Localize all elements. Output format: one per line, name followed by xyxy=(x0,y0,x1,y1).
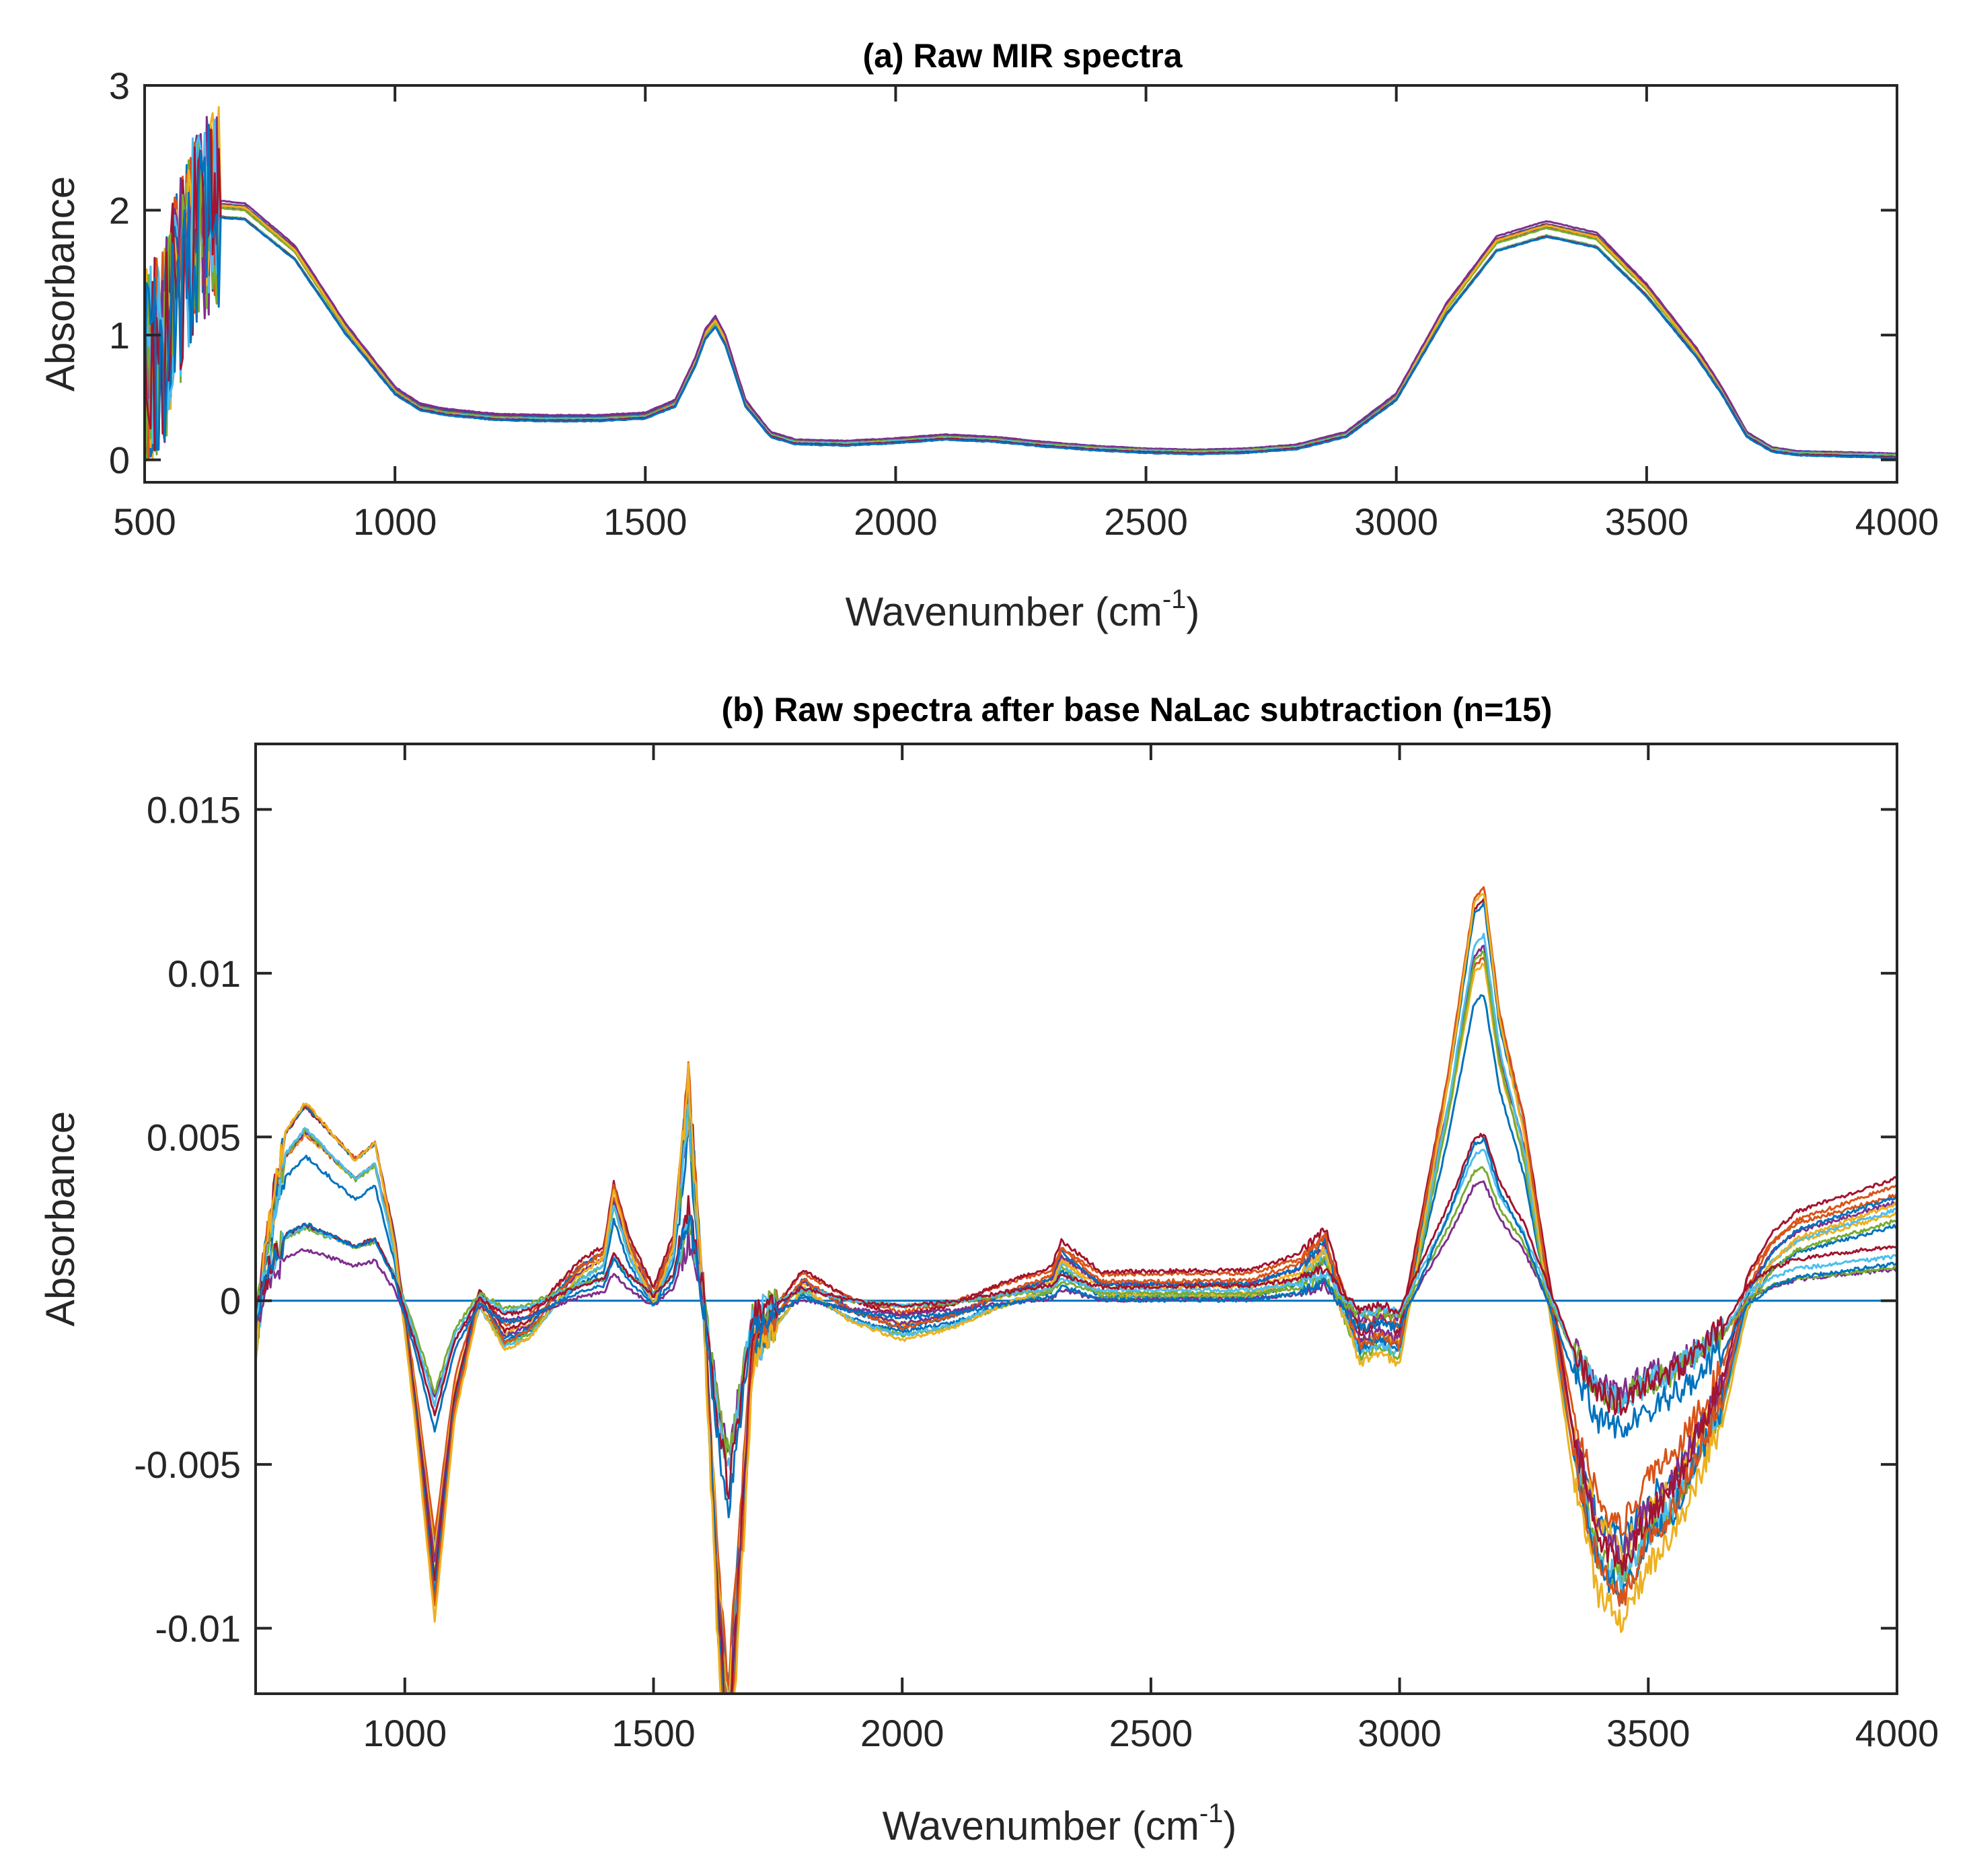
panel-b-y-ticks: -0.01 -0.005 0 0.005 0.01 0.015 xyxy=(134,788,1897,1650)
panel-a-series-2 xyxy=(145,124,1897,456)
panel-a-ytick-label: 0 xyxy=(109,439,130,482)
panel-b-series-14 xyxy=(256,1133,1897,1499)
panel-b-y-axis-label: Absorbance xyxy=(38,1111,83,1326)
panel-a-raw-mir-spectra: (a) Raw MIR spectra 500 1000 1500 2000 2500 3… xyxy=(38,37,1939,634)
panel-b-series-5 xyxy=(256,950,1897,1694)
panel-b-ytick-label: 0.01 xyxy=(167,952,241,995)
panel-a-series-4 xyxy=(145,132,1897,458)
panel-a-series-1 xyxy=(145,133,1897,455)
panel-a-ytick-label: 3 xyxy=(109,65,130,107)
panel-b-xtick-label: 3500 xyxy=(1606,1712,1690,1754)
panel-b-series-15 xyxy=(256,1137,1897,1519)
panel-a-title: (a) Raw MIR spectra xyxy=(862,37,1183,75)
panel-b-ytick-label: 0.015 xyxy=(147,788,241,831)
panel-a-xlabel-sup: -1 xyxy=(1162,585,1187,614)
panel-b-xlabel-main: Wavenumber (cm xyxy=(883,1803,1199,1848)
panel-b-ytick-label: -0.005 xyxy=(134,1443,241,1486)
panel-b-subtracted-spectra: (b) Raw spectra after base NaLac subtrac… xyxy=(38,691,1939,1848)
panel-a-series-5 xyxy=(145,120,1897,462)
panel-b-series-10 xyxy=(256,893,1897,1694)
panel-b-series-11 xyxy=(256,1180,1897,1453)
panel-b-series-7 xyxy=(256,898,1897,1694)
panel-b-x-ticks: 1000 1500 2000 2500 3000 3500 4000 xyxy=(363,744,1939,1754)
panel-a-xtick-label: 2000 xyxy=(854,500,938,543)
panel-a-xlabel-main: Wavenumber (cm xyxy=(846,589,1162,634)
panel-b-ytick-label: 0 xyxy=(220,1280,241,1322)
panel-b-xtick-label: 1000 xyxy=(363,1712,447,1754)
panel-b-axes-box xyxy=(254,743,1898,1695)
panel-a-ytick-label: 2 xyxy=(109,190,130,232)
panel-a-series-15 xyxy=(145,124,1897,459)
panel-a-series-group xyxy=(145,106,1897,464)
panel-b-xtick-label: 2500 xyxy=(1109,1712,1193,1754)
panel-a-ytick-label: 1 xyxy=(109,314,130,357)
panel-a-series-12 xyxy=(145,130,1897,456)
panel-b-series-4 xyxy=(256,944,1897,1694)
panel-b-xtick-label: 4000 xyxy=(1855,1712,1939,1754)
panel-a-xtick-label: 1500 xyxy=(603,500,687,543)
panel-a-axes-box xyxy=(143,84,1898,484)
panel-a-x-axis-label: Wavenumber (cm-1) xyxy=(846,585,1200,634)
panel-a-y-axis-label: Absorbance xyxy=(38,176,83,391)
panel-b-ytick-label: -0.01 xyxy=(155,1608,241,1650)
panel-b-xlabel-close: ) xyxy=(1223,1803,1236,1848)
panel-b-x-axis-label: Wavenumber (cm-1) xyxy=(883,1799,1237,1848)
panel-a-xtick-label: 4000 xyxy=(1855,500,1939,543)
panel-b-series-group xyxy=(256,886,1897,1694)
panel-a-series-13 xyxy=(145,118,1897,457)
panel-b-xlabel-sup: -1 xyxy=(1199,1799,1224,1828)
panel-b-series-9 xyxy=(256,886,1897,1694)
panel-a-xtick-label: 1000 xyxy=(353,500,437,543)
panel-b-xtick-label: 3000 xyxy=(1357,1712,1442,1754)
panel-a-xtick-label: 3000 xyxy=(1354,500,1438,543)
panel-a-xtick-label: 2500 xyxy=(1104,500,1188,543)
panel-a-series-8 xyxy=(145,124,1897,458)
panel-a-series-6 xyxy=(145,126,1897,455)
panel-a-y-ticks: 0 1 2 3 xyxy=(109,65,1897,482)
panel-a-series-14 xyxy=(145,128,1897,459)
panel-b-xtick-label: 1500 xyxy=(611,1712,696,1754)
panel-a-xtick-label: 3500 xyxy=(1605,500,1689,543)
panel-b-ytick-label: 0.005 xyxy=(147,1116,241,1158)
panel-a-x-ticks: 500 1000 1500 2000 2500 3000 3500 4000 xyxy=(113,85,1939,543)
panel-a-series-3 xyxy=(145,135,1897,461)
panel-a-series-7 xyxy=(145,134,1897,464)
panel-a-xtick-label: 500 xyxy=(113,500,176,543)
panel-a-series-9 xyxy=(145,129,1897,461)
panel-b-title: (b) Raw spectra after base NaLac subtrac… xyxy=(721,691,1552,728)
panel-b-xtick-label: 2000 xyxy=(860,1712,944,1754)
panel-a-series-11 xyxy=(145,116,1897,455)
panel-b-series-2 xyxy=(256,956,1897,1688)
panel-a-xlabel-close: ) xyxy=(1186,589,1199,634)
